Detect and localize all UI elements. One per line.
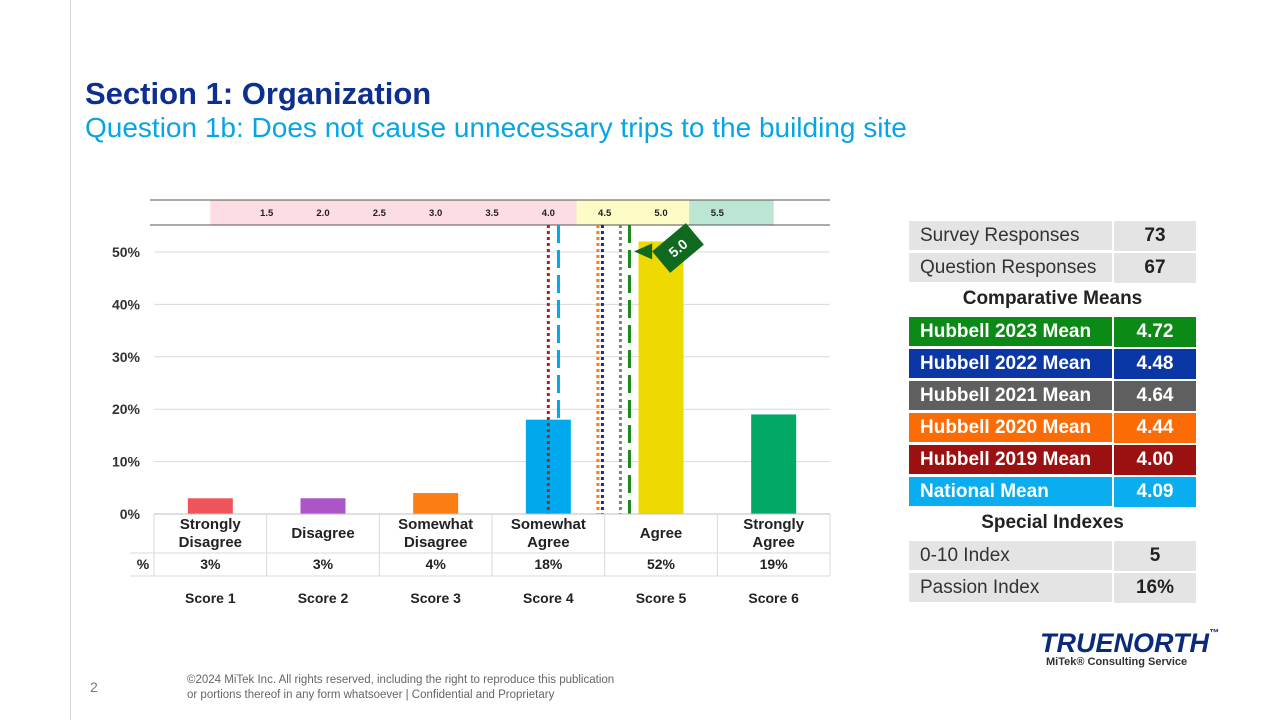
bar bbox=[638, 241, 684, 514]
question-responses-label: Question Responses bbox=[909, 252, 1112, 282]
score-label: Score 2 bbox=[298, 590, 349, 606]
copyright-line-1: ©2024 MiTek Inc. All rights reserved, in… bbox=[187, 674, 615, 686]
scale-tick-label: 5.5 bbox=[711, 208, 725, 219]
category-label: Somewhat bbox=[398, 516, 473, 533]
y-tick-label: 50% bbox=[112, 244, 141, 260]
value-label: 18% bbox=[534, 556, 563, 572]
score-marker-arrowhead bbox=[634, 243, 653, 260]
page-number: 2 bbox=[90, 679, 98, 695]
value-label: 19% bbox=[760, 556, 789, 572]
y-tick-label: 20% bbox=[112, 401, 141, 417]
value-label: 3% bbox=[313, 556, 334, 572]
truenorth-logo: TRUENORTH™ MiTek® Consulting Service bbox=[1040, 628, 1219, 678]
scale-tick-label: 5.0 bbox=[654, 208, 667, 219]
page-subtitle: Question 1b: Does not cause unnecessary … bbox=[85, 112, 907, 143]
mean-row: Hubbell 2019 Mean 4.00 bbox=[909, 443, 1196, 475]
percent-row-label: % bbox=[137, 556, 150, 572]
special-indexes-heading: Special Indexes bbox=[981, 512, 1124, 533]
logo-main-text: TRUENORTH bbox=[1040, 628, 1210, 658]
copyright-line-2: or portions thereof in any form whatsoev… bbox=[187, 689, 555, 701]
copyright-notice: ©2024 MiTek Inc. All rights reserved, in… bbox=[187, 673, 614, 703]
logo-wordmark: TRUENORTH™ bbox=[1040, 628, 1219, 659]
mean-value: 4.48 bbox=[1112, 347, 1196, 379]
mean-label: National Mean bbox=[909, 476, 1112, 506]
scale-band bbox=[210, 200, 577, 225]
comparative-means-heading: Comparative Means bbox=[962, 288, 1143, 309]
score-label: Score 5 bbox=[636, 590, 687, 606]
score-label: Score 1 bbox=[185, 590, 236, 606]
passion-index-value: 16% bbox=[1112, 571, 1196, 603]
y-tick-label: 40% bbox=[112, 296, 141, 312]
question-responses-row: Question Responses 67 bbox=[909, 251, 1196, 283]
category-label: Strongly bbox=[180, 516, 241, 533]
mean-label: Hubbell 2023 Mean bbox=[909, 316, 1112, 346]
category-label: Somewhat bbox=[511, 516, 586, 533]
y-tick-label: 30% bbox=[112, 349, 141, 365]
y-tick-label: 0% bbox=[120, 506, 141, 522]
mean-value: 4.44 bbox=[1112, 411, 1196, 443]
mean-row: Hubbell 2023 Mean 4.72 bbox=[909, 315, 1196, 347]
question-responses-value: 67 bbox=[1112, 251, 1196, 283]
score-label: Score 4 bbox=[523, 590, 574, 606]
survey-responses-row: Survey Responses 73 bbox=[909, 219, 1196, 251]
category-label: Disagree bbox=[291, 525, 354, 542]
mean-row: Hubbell 2020 Mean 4.44 bbox=[909, 411, 1196, 443]
mean-row: National Mean 4.09 bbox=[909, 475, 1196, 507]
survey-responses-label: Survey Responses bbox=[909, 220, 1112, 250]
page-title: Section 1: Organization bbox=[85, 76, 432, 111]
bar bbox=[300, 498, 346, 514]
response-distribution-chart: 1.5 2.0 2.5 3.0 3.5 4.0 4.5 5.0 5.5 0% 10% 20% 30% 40… bbox=[112, 199, 831, 606]
scale-tick-label: 2.0 bbox=[316, 208, 329, 219]
scale-tick-label: 3.0 bbox=[429, 208, 442, 219]
scale-band bbox=[576, 200, 690, 225]
logo-tagline: MiTek® Consulting Service bbox=[1046, 656, 1188, 668]
y-tick-label: 10% bbox=[112, 454, 141, 470]
passion-index-row: Passion Index 16% bbox=[909, 571, 1196, 603]
mean-label: Hubbell 2022 Mean bbox=[909, 348, 1112, 378]
score-label: Score 3 bbox=[410, 590, 461, 606]
passion-index-label: Passion Index bbox=[909, 572, 1112, 602]
value-label: 4% bbox=[426, 556, 447, 572]
mean-value: 4.09 bbox=[1112, 475, 1196, 507]
scale-tick-label: 1.5 bbox=[260, 208, 274, 219]
value-label: 3% bbox=[200, 556, 221, 572]
score-label: Score 6 bbox=[748, 590, 799, 606]
stats-table: Survey Responses 73 Question Responses 6… bbox=[909, 219, 1196, 603]
mean-row: Hubbell 2021 Mean 4.64 bbox=[909, 379, 1196, 411]
scale-tick-label: 4.0 bbox=[542, 208, 555, 219]
comparative-means-list: Hubbell 2023 Mean 4.72 Hubbell 2022 Mean 4.… bbox=[909, 315, 1196, 507]
logo-trademark: ™ bbox=[1209, 628, 1220, 639]
scale-tick-label: 4.5 bbox=[598, 208, 612, 219]
mean-row: Hubbell 2022 Mean 4.48 bbox=[909, 347, 1196, 379]
category-label: Disagree bbox=[179, 534, 242, 551]
mean-label: Hubbell 2021 Mean bbox=[909, 380, 1112, 410]
score-marker: 5.0 bbox=[634, 223, 704, 273]
ten-index-row: 0-10 Index 5 bbox=[909, 539, 1196, 571]
category-label: Agree bbox=[752, 534, 795, 551]
category-label: Agree bbox=[527, 534, 570, 551]
mean-label: Hubbell 2020 Mean bbox=[909, 412, 1112, 442]
bar bbox=[751, 414, 797, 514]
mean-value: 4.72 bbox=[1112, 315, 1196, 347]
score-marker-shape bbox=[652, 223, 704, 273]
category-label: Strongly bbox=[743, 516, 804, 533]
value-label: 52% bbox=[647, 556, 676, 572]
category-label: Disagree bbox=[404, 534, 467, 551]
category-label: Agree bbox=[640, 525, 683, 542]
mean-label: Hubbell 2019 Mean bbox=[909, 444, 1112, 474]
scale-tick-label: 3.5 bbox=[485, 208, 499, 219]
mean-value: 4.00 bbox=[1112, 443, 1196, 475]
ten-index-label: 0-10 Index bbox=[909, 540, 1112, 570]
scale-band bbox=[689, 200, 774, 225]
mean-value: 4.64 bbox=[1112, 379, 1196, 411]
survey-responses-value: 73 bbox=[1112, 219, 1196, 251]
left-margin-rule bbox=[70, 0, 71, 720]
bar bbox=[413, 493, 459, 514]
ten-index-value: 5 bbox=[1112, 539, 1196, 571]
bar bbox=[187, 498, 233, 514]
scale-tick-label: 2.5 bbox=[373, 208, 387, 219]
